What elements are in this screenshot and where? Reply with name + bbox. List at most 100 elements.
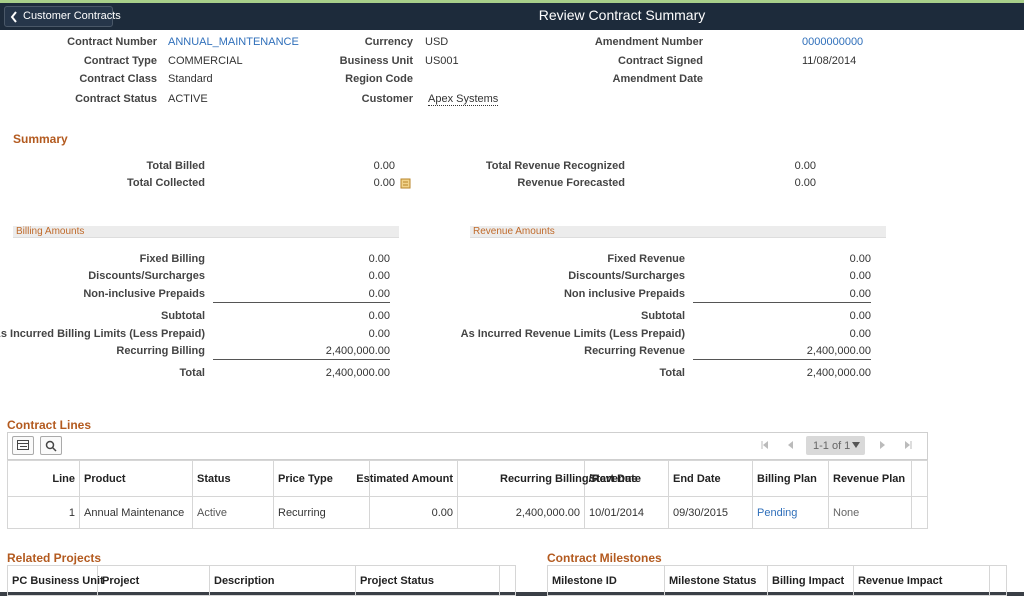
cell-text: None [833, 507, 859, 519]
field-label: Amendment Date [503, 73, 703, 85]
amount-label: Fixed Revenue [385, 253, 685, 265]
column-header: Price Type [278, 473, 333, 485]
table-cell: 0.00 [370, 497, 458, 529]
table-cell: Recurring [274, 497, 370, 529]
column-header: Milestone ID [552, 575, 617, 587]
table-cell: 09/30/2015 [669, 497, 753, 529]
column-header: Project Status [360, 575, 434, 587]
header-cell: Line [7, 460, 80, 497]
summary-label: Total Revenue Recognized [375, 160, 625, 172]
amount-value: 0.00 [240, 328, 390, 340]
cell-text: 1 [69, 507, 75, 519]
amount-value: 0.00 [721, 288, 871, 300]
table-cell: 10/01/2014 [585, 497, 669, 529]
amount-value: 0.00 [721, 310, 871, 322]
amount-label: Fixed Billing [0, 253, 205, 265]
column-header: Description [214, 575, 275, 587]
column-header: Start Date [589, 473, 641, 485]
amount-label: Subtotal [385, 310, 685, 322]
underline [693, 359, 871, 360]
amount-label: Discounts/Surcharges [0, 270, 205, 282]
underline [693, 302, 871, 303]
amount-label: Subtotal [0, 310, 205, 322]
cell-text[interactable]: Pending [757, 507, 797, 519]
amount-label: As Incurred Revenue Limits (Less Prepaid… [385, 328, 685, 340]
field-label: Contract Class [0, 73, 157, 85]
table-cell [912, 497, 928, 529]
column-header: Product [84, 473, 126, 485]
field-value: ACTIVE [168, 93, 208, 105]
pager-first [760, 440, 770, 450]
amount-label: Recurring Billing [0, 345, 205, 357]
header-cell: Project Status [356, 565, 500, 596]
amount-label: Total [385, 367, 685, 379]
header-cell [990, 565, 1007, 596]
pager-arrow [852, 442, 860, 448]
column-header: Billing Impact [772, 575, 844, 587]
amount-label: Discounts/Surcharges [385, 270, 685, 282]
column-header: Revenue Plan [833, 473, 905, 485]
grid-icon [17, 440, 29, 451]
amount-label: Total [0, 367, 205, 379]
amount-label: Non inclusive Prepaids [385, 288, 685, 300]
amount-label: Recurring Revenue [385, 345, 685, 357]
header-cell: Milestone ID [547, 565, 665, 596]
header-cell: Description [210, 565, 356, 596]
underline [213, 359, 390, 360]
field-value[interactable]: 0000000000 [802, 36, 863, 48]
amount-value: 2,400,000.00 [240, 367, 390, 379]
column-header: Estimated Amount [356, 473, 453, 485]
field-label: Amendment Number [503, 36, 703, 48]
section-title: Contract Milestones [547, 551, 662, 565]
header-cell: Billing Plan [753, 460, 829, 497]
header-cell: Billing Impact [768, 565, 854, 596]
cell-text: Recurring [278, 507, 326, 519]
field-label: Customer [213, 93, 413, 105]
table-cell: 2,400,000.00 [458, 497, 585, 529]
field-value[interactable]: Apex Systems [428, 93, 498, 106]
cell-text: 0.00 [432, 507, 453, 519]
amount-value: 0.00 [240, 253, 390, 265]
cell-text: Annual Maintenance [84, 507, 144, 519]
back-chevron [10, 11, 18, 23]
pager-prev [786, 440, 796, 450]
amount-value: 0.00 [721, 328, 871, 340]
column-header: Billing Plan [757, 473, 817, 485]
header-cell: Project [98, 565, 210, 596]
table-cell: None [829, 497, 912, 529]
column-header: PC Business Unit [12, 575, 82, 587]
column-header: Revenue Impact [858, 575, 942, 587]
field-value: USD [425, 36, 448, 48]
back-label: Customer Contracts [23, 10, 121, 22]
amount-label: Non-inclusive Prepaids [0, 288, 205, 300]
header-cell: Status [193, 460, 274, 497]
header-cell: Revenue Impact [854, 565, 990, 596]
underline [213, 302, 390, 303]
column-header: Milestone Status [669, 575, 756, 587]
page-title: Review Contract Summary [422, 7, 822, 23]
field-value: US001 [425, 55, 459, 67]
field-label: Currency [213, 36, 413, 48]
header-cell: PC Business Unit [7, 565, 98, 596]
group-title: Revenue Amounts [473, 226, 555, 237]
table-cell: Annual Maintenance [80, 497, 193, 529]
header-cell: Estimated Amount [370, 460, 458, 497]
field-label: Contract Number [0, 36, 157, 48]
section-title: Related Projects [7, 551, 101, 565]
column-header: Line [52, 473, 75, 485]
field-label: Contract Status [0, 93, 157, 105]
field-label: Business Unit [213, 55, 413, 67]
cell-text: 10/01/2014 [589, 507, 644, 519]
pager-last [903, 440, 913, 450]
pager-text: 1-1 of 1 [813, 440, 850, 452]
amount-value: 0.00 [721, 270, 871, 282]
field-value: Standard [168, 73, 213, 85]
table-cell: 1 [7, 497, 80, 529]
table-cell: Pending [753, 497, 829, 529]
summary-value: 0.00 [716, 160, 816, 172]
cell-text: Active [197, 507, 227, 519]
field-label: Region Code [213, 73, 413, 85]
summary-value: 0.00 [716, 177, 816, 189]
header-cell: End Date [669, 460, 753, 497]
cell-text: 2,400,000.00 [516, 507, 580, 519]
